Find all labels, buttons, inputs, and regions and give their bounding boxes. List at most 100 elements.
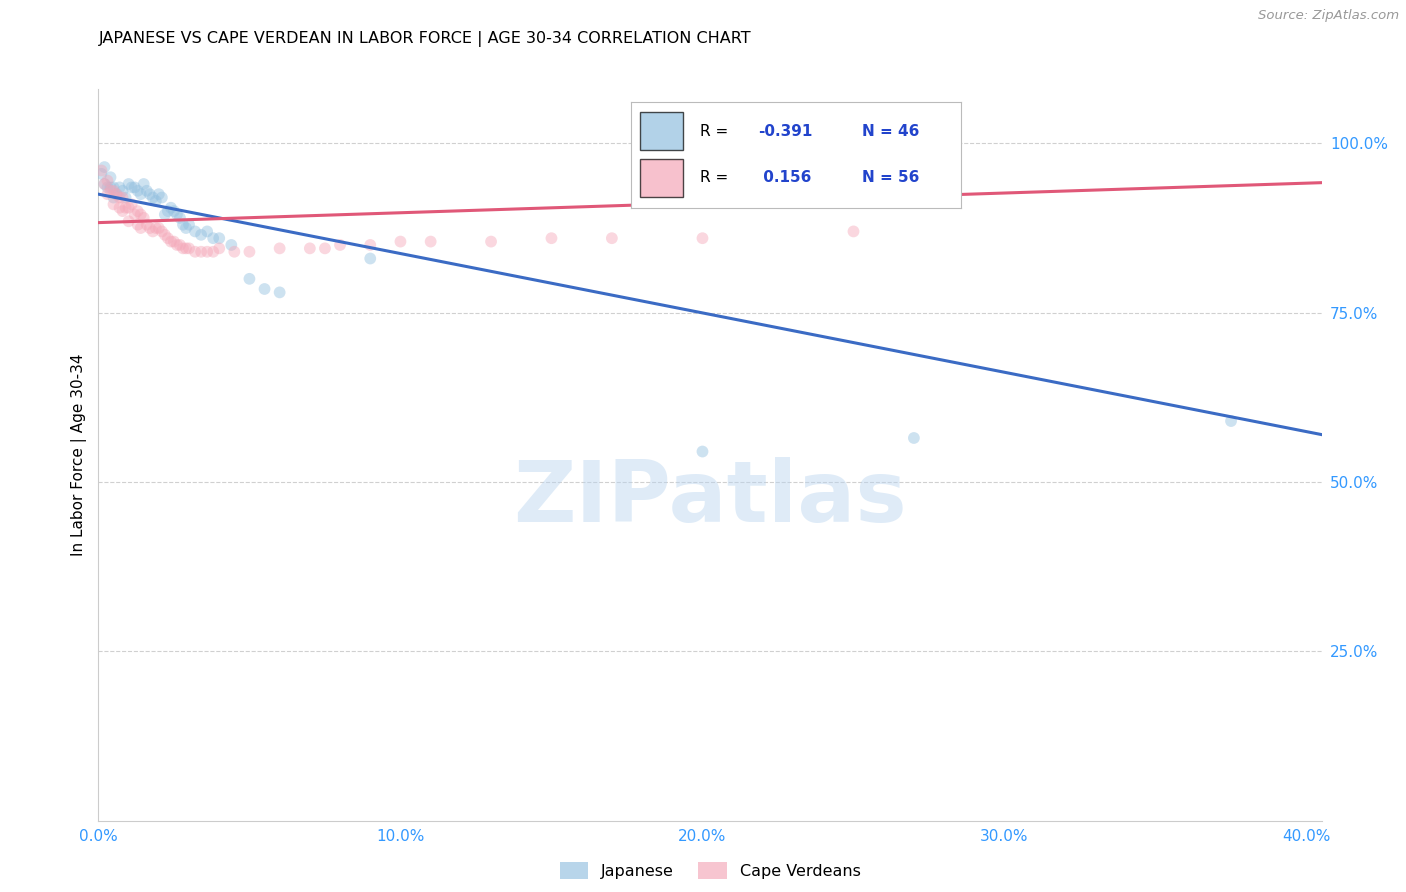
Point: [169, 238, 191, 252]
Point: [359, 238, 381, 252]
Point: [208, 231, 231, 245]
Point: [108, 180, 131, 194]
Point: [96, 180, 118, 194]
Point: [238, 244, 260, 259]
Point: [208, 241, 231, 255]
Point: [153, 227, 176, 242]
Point: [111, 190, 134, 204]
Point: [329, 238, 352, 252]
Point: [153, 207, 176, 221]
Point: [145, 221, 167, 235]
Point: [174, 221, 197, 235]
Point: [132, 211, 155, 225]
Point: [202, 231, 225, 245]
Point: [117, 214, 139, 228]
Point: [103, 197, 125, 211]
Point: [160, 201, 183, 215]
Point: [135, 218, 157, 232]
Point: [139, 221, 162, 235]
Point: [174, 241, 197, 255]
Point: [600, 231, 623, 245]
Point: [108, 190, 131, 204]
Point: [121, 180, 143, 194]
Point: [127, 218, 149, 232]
Point: [177, 218, 200, 232]
Point: [221, 238, 243, 252]
Point: [114, 190, 136, 204]
Point: [190, 244, 212, 259]
Point: [163, 235, 186, 249]
Point: [540, 231, 562, 245]
Point: [103, 190, 125, 204]
Point: [139, 187, 162, 202]
Point: [389, 235, 412, 249]
Point: [114, 201, 136, 215]
Point: [156, 231, 179, 245]
Point: [842, 224, 865, 238]
Point: [100, 184, 122, 198]
Legend: Japanese, Cape Verdeans: Japanese, Cape Verdeans: [553, 855, 868, 886]
Point: [177, 241, 200, 255]
Point: [93, 177, 115, 191]
Point: [692, 444, 714, 458]
Point: [96, 187, 118, 202]
Point: [148, 187, 170, 202]
Point: [117, 201, 139, 215]
Point: [127, 184, 149, 198]
Point: [127, 204, 149, 219]
Point: [184, 224, 207, 238]
Point: [129, 207, 152, 221]
Point: [172, 241, 194, 255]
Point: [132, 177, 155, 191]
Point: [163, 204, 186, 219]
Point: [479, 235, 502, 249]
Point: [166, 207, 188, 221]
Point: [96, 174, 118, 188]
Point: [145, 194, 167, 208]
Point: [148, 221, 170, 235]
Text: ZIPatlas: ZIPatlas: [513, 458, 907, 541]
Point: [117, 177, 139, 191]
Point: [105, 187, 128, 202]
Point: [172, 218, 194, 232]
Point: [692, 231, 714, 245]
Point: [108, 201, 131, 215]
Point: [184, 244, 207, 259]
Text: JAPANESE VS CAPE VERDEAN IN LABOR FORCE | AGE 30-34 CORRELATION CHART: JAPANESE VS CAPE VERDEAN IN LABOR FORCE …: [98, 31, 751, 47]
Point: [129, 221, 152, 235]
Point: [150, 224, 173, 238]
Point: [93, 177, 115, 191]
Point: [100, 170, 122, 185]
Point: [156, 204, 179, 219]
Point: [1220, 414, 1243, 428]
Point: [202, 244, 225, 259]
Point: [105, 187, 128, 202]
Point: [298, 241, 321, 255]
Point: [238, 272, 260, 286]
Point: [142, 224, 165, 238]
Point: [150, 190, 173, 204]
Point: [419, 235, 441, 249]
Point: [224, 244, 246, 259]
Point: [160, 235, 183, 249]
Point: [124, 180, 146, 194]
Point: [111, 204, 134, 219]
Point: [269, 241, 291, 255]
Point: [90, 167, 112, 181]
Y-axis label: In Labor Force | Age 30-34: In Labor Force | Age 30-34: [72, 353, 87, 557]
Point: [269, 285, 291, 300]
Point: [190, 227, 212, 242]
Point: [166, 238, 188, 252]
Point: [169, 211, 191, 225]
Point: [103, 184, 125, 198]
Point: [100, 180, 122, 194]
Point: [314, 241, 336, 255]
Point: [93, 160, 115, 174]
Point: [103, 180, 125, 194]
Point: [111, 184, 134, 198]
Point: [359, 252, 381, 266]
Text: Source: ZipAtlas.com: Source: ZipAtlas.com: [1258, 9, 1399, 22]
Point: [121, 197, 143, 211]
Point: [142, 190, 165, 204]
Point: [253, 282, 276, 296]
